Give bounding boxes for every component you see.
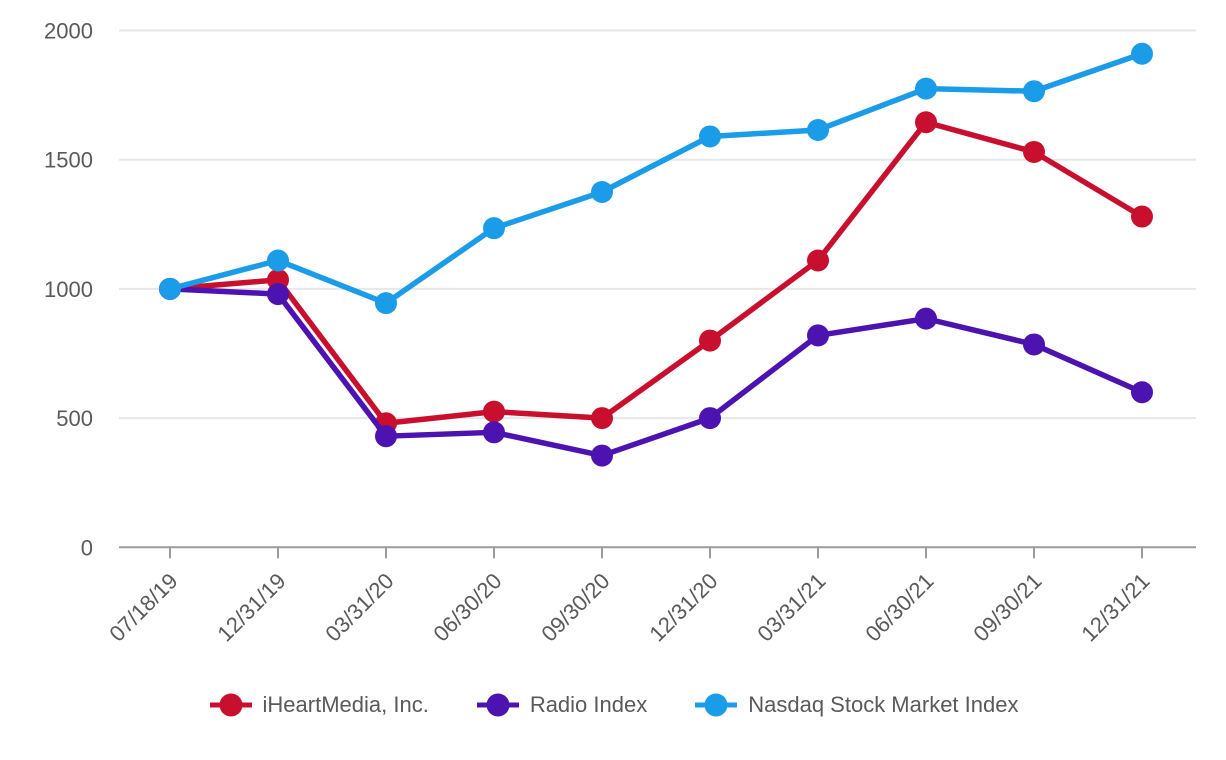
data-point-radio-index — [591, 444, 613, 467]
data-point-nasdaq-stock-market-index — [159, 277, 181, 300]
chart-legend: iHeartMedia, Inc. Radio Index Nasdaq Stock… — [0, 692, 1226, 718]
data-point-iheartmedia-inc — [915, 111, 937, 134]
data-point-iheartmedia-inc — [699, 329, 721, 352]
data-point-radio-index — [1023, 333, 1045, 356]
data-point-nasdaq-stock-market-index — [1131, 42, 1153, 65]
series-line-iheartmedia-inc — [167, 119, 1145, 427]
legend-item-nasdaq-stock-market-index: Nasdaq Stock Market Index — [693, 692, 1018, 718]
y-axis-tick-label: 500 — [56, 406, 93, 431]
legend-label-nasdaq-stock-market-index: Nasdaq Stock Market Index — [748, 692, 1019, 717]
legend-label-iheartmedia-inc: iHeartMedia, Inc. — [262, 692, 429, 717]
x-axis-tick-label: 07/18/19 — [104, 568, 182, 646]
data-point-nasdaq-stock-market-index — [267, 249, 289, 272]
data-point-nasdaq-stock-market-index — [375, 292, 397, 315]
data-point-radio-index — [483, 421, 505, 444]
data-point-iheartmedia-inc — [1131, 205, 1153, 228]
data-point-radio-index — [915, 307, 937, 330]
legend-marker-dot — [486, 693, 510, 717]
legend-marker-dot — [704, 693, 728, 717]
x-axis-tick-label: 12/31/20 — [644, 568, 722, 646]
x-axis-tick-label: 12/31/21 — [1076, 568, 1154, 646]
y-axis-tick-label: 1500 — [44, 148, 93, 173]
legend-item-radio-index: Radio Index — [475, 692, 647, 718]
data-point-radio-index — [375, 425, 397, 448]
data-point-iheartmedia-inc — [591, 407, 613, 430]
data-point-radio-index — [699, 407, 721, 430]
legend-marker-icon-nasdaq-stock-market-index — [695, 693, 738, 717]
legend-marker-icon-radio-index — [476, 693, 519, 717]
x-axis-tick-label: 06/30/20 — [428, 568, 506, 646]
x-axis-tick-label: 09/30/21 — [968, 568, 1046, 646]
y-axis-tick-label: 0 — [81, 535, 93, 560]
series-line-radio-index — [167, 286, 1145, 459]
x-axis-tick-label: 03/31/21 — [752, 568, 830, 646]
data-point-nasdaq-stock-market-index — [591, 181, 613, 203]
y-axis-tick-label: 1000 — [44, 277, 93, 302]
legend-marker-dot — [219, 693, 243, 717]
legend-marker-icon-iheartmedia-inc — [209, 693, 252, 717]
data-point-nasdaq-stock-market-index — [1023, 80, 1045, 103]
data-point-iheartmedia-inc — [483, 400, 505, 423]
x-axis-tick-label: 09/30/20 — [536, 568, 614, 646]
data-point-iheartmedia-inc — [807, 249, 829, 272]
data-point-nasdaq-stock-market-index — [699, 125, 721, 148]
data-point-radio-index — [807, 324, 829, 347]
y-axis-tick-label: 2000 — [44, 19, 93, 44]
legend-label-radio-index: Radio Index — [529, 692, 648, 717]
data-point-radio-index — [267, 283, 289, 306]
x-axis-tick-label: 06/30/21 — [860, 568, 938, 646]
x-axis-tick-label: 03/31/20 — [320, 568, 398, 646]
data-point-iheartmedia-inc — [1023, 140, 1045, 163]
data-point-nasdaq-stock-market-index — [807, 118, 829, 141]
line-chart: 0 500 1000 1500 2000 07/18/19 12/31/19 03/31/20… — [44, 19, 1196, 646]
x-axis-tick-label: 12/31/19 — [212, 568, 290, 646]
data-point-radio-index — [1131, 381, 1153, 404]
data-point-nasdaq-stock-market-index — [483, 217, 505, 240]
data-point-nasdaq-stock-market-index — [915, 77, 937, 100]
legend-item-iheartmedia-inc: iHeartMedia, Inc. — [208, 692, 429, 718]
series-line-nasdaq-stock-market-index — [167, 51, 1145, 306]
